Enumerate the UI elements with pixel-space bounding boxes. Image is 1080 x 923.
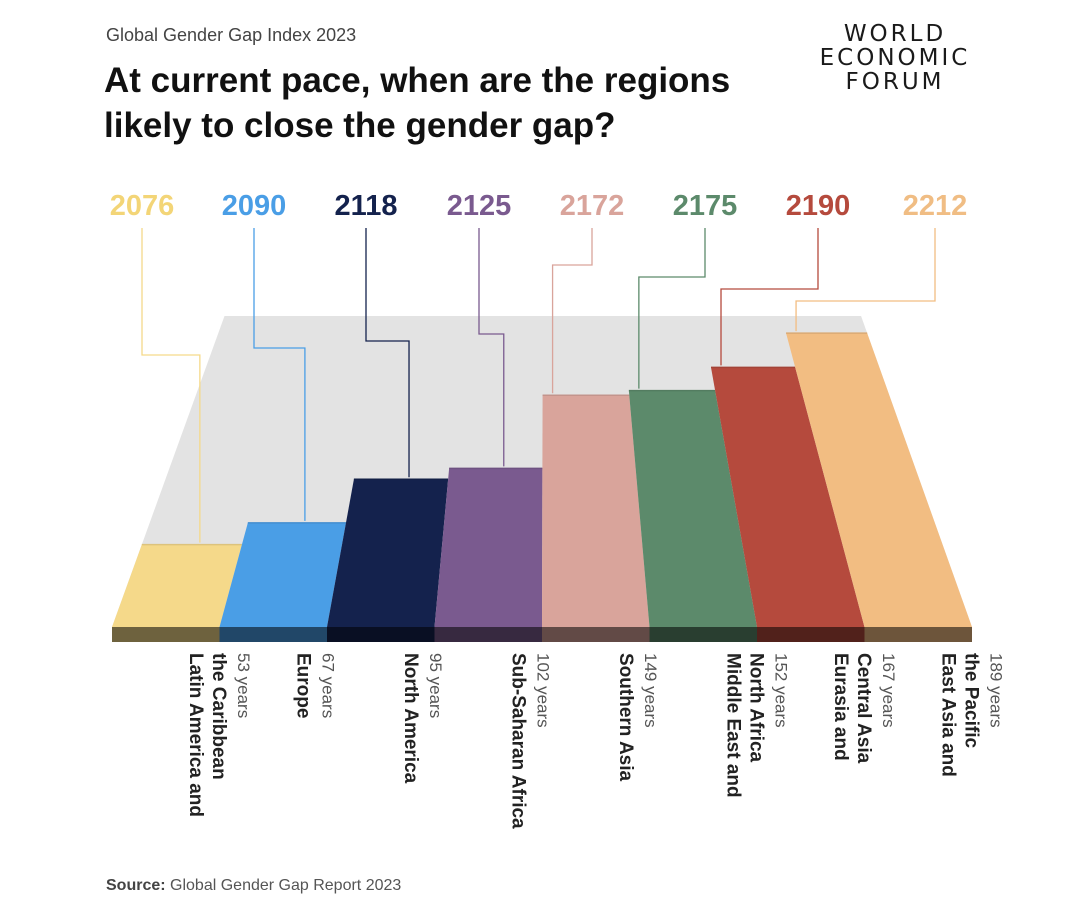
year-label-7: 2190 bbox=[786, 190, 851, 222]
year-label-8: 2212 bbox=[903, 190, 968, 222]
bar-base-4 bbox=[434, 627, 542, 642]
region-name-1-line-1: Latin America and bbox=[185, 653, 206, 817]
region-name-1-line-2: the Caribbean bbox=[208, 653, 229, 780]
bar-7 bbox=[711, 367, 865, 627]
region-years-6: 152 years bbox=[772, 653, 791, 728]
bar-3 bbox=[327, 479, 449, 627]
bar-base-6 bbox=[649, 627, 757, 642]
leader-line-7 bbox=[720, 228, 819, 366]
year-label-4: 2125 bbox=[447, 190, 512, 222]
bar-8 bbox=[786, 333, 972, 627]
leader-line-6 bbox=[638, 228, 706, 389]
bar-2 bbox=[219, 522, 346, 627]
logo-line-2: ECONOMIC bbox=[819, 45, 971, 71]
region-label-group-2: Europe 67 years bbox=[293, 653, 338, 718]
bar-base-3 bbox=[327, 627, 435, 642]
region-years-1: 53 years bbox=[234, 653, 253, 718]
bar-4 bbox=[434, 468, 543, 627]
year-label-2: 2090 bbox=[222, 190, 287, 222]
year-label-6: 2175 bbox=[673, 190, 738, 222]
leader-line-1 bbox=[141, 228, 201, 543]
region-years-4: 102 years bbox=[534, 653, 553, 728]
year-label-1: 2076 bbox=[110, 190, 175, 222]
leader-line-4 bbox=[478, 228, 505, 467]
leader-line-8 bbox=[795, 228, 936, 332]
logo-line-3: FORUM bbox=[845, 69, 945, 95]
region-name-7-line-2: Central Asia bbox=[853, 653, 874, 764]
logo-line-1: WORLD bbox=[843, 21, 947, 47]
region-name-8-line-1: East Asia and bbox=[938, 653, 959, 777]
region-name-5-line-1: Southern Asia bbox=[615, 653, 636, 782]
bar-base-7 bbox=[757, 627, 865, 642]
region-label-group-7: Eurasia and Central Asia 167 years bbox=[830, 653, 898, 764]
region-label-group-6: Middle East and North Africa 152 years bbox=[723, 653, 791, 798]
year-label-3: 2118 bbox=[335, 190, 398, 222]
region-name-7-line-1: Eurasia and bbox=[830, 653, 851, 761]
wef-logo: WORLD ECONOMIC FORUM bbox=[816, 22, 974, 94]
region-name-3-line-1: North America bbox=[400, 653, 421, 784]
region-label-group-4: Sub-Saharan Africa 102 years bbox=[508, 653, 553, 829]
chart-subtitle: Global Gender Gap Index 2023 bbox=[106, 25, 357, 45]
region-label-group-1: Latin America and the Caribbean 53 years bbox=[185, 653, 253, 817]
year-label-5: 2172 bbox=[560, 190, 625, 222]
region-years-2: 67 years bbox=[319, 653, 338, 718]
source-text: Global Gender Gap Report 2023 bbox=[170, 877, 402, 894]
bar-base-1 bbox=[112, 627, 220, 642]
region-years-3: 95 years bbox=[426, 653, 445, 718]
region-name-2-line-1: Europe bbox=[293, 653, 314, 718]
region-years-5: 149 years bbox=[641, 653, 660, 728]
region-label-group-5: Southern Asia 149 years bbox=[615, 653, 660, 782]
leader-line-3 bbox=[365, 228, 410, 478]
leader-line-2 bbox=[253, 228, 306, 521]
source-note: Source: Global Gender Gap Report 2023 bbox=[106, 877, 401, 895]
chart-title: At current pace, when are the regions li… bbox=[104, 61, 731, 145]
region-name-4-line-1: Sub-Saharan Africa bbox=[508, 653, 529, 829]
region-name-8-line-2: the Pacific bbox=[961, 653, 982, 748]
region-label-group-8: East Asia and the Pacific 189 years bbox=[938, 653, 1006, 777]
bar-6 bbox=[628, 390, 757, 627]
bar-base-2 bbox=[219, 627, 327, 642]
region-years-8: 189 years bbox=[987, 653, 1006, 728]
bar-base-8 bbox=[864, 627, 972, 642]
region-years-7: 167 years bbox=[879, 653, 898, 728]
bar-1 bbox=[112, 544, 242, 627]
region-name-6-line-2: North Africa bbox=[746, 653, 767, 763]
leader-line-5 bbox=[551, 228, 593, 394]
bar-5 bbox=[542, 395, 650, 627]
region-label-group-3: North America 95 years bbox=[400, 653, 445, 784]
bar-base-5 bbox=[542, 627, 650, 642]
source-label: Source: bbox=[106, 877, 166, 894]
region-name-6-line-1: Middle East and bbox=[723, 653, 744, 798]
